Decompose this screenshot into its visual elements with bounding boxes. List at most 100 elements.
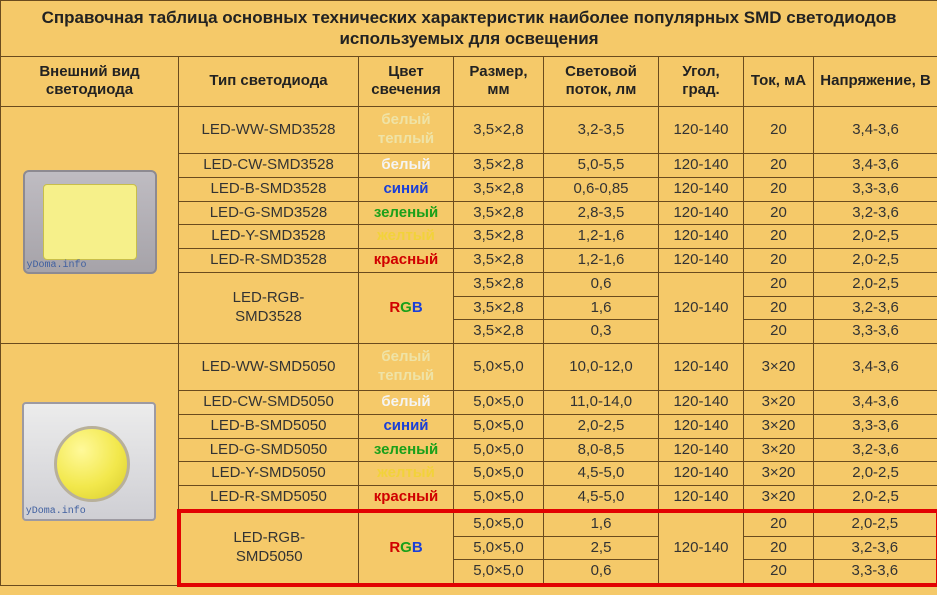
angle-cell: 120-140 bbox=[659, 414, 744, 438]
col-flux: Световой поток, лм bbox=[544, 56, 659, 107]
flux-cell: 2,8-3,5 bbox=[544, 201, 659, 225]
size-cell: 3,5×2,8 bbox=[454, 225, 544, 249]
ma-cell: 20 bbox=[744, 107, 814, 154]
type-cell: LED-RGB-SMD5050 bbox=[179, 511, 359, 585]
v-cell: 2,0-2,5 bbox=[814, 249, 937, 273]
angle-cell: 120-140 bbox=[659, 462, 744, 486]
angle-cell: 120-140 bbox=[659, 344, 744, 391]
ma-cell: 20 bbox=[744, 296, 814, 320]
angle-cell: 120-140 bbox=[659, 486, 744, 511]
v-cell: 3,4-3,6 bbox=[814, 391, 937, 415]
type-cell: LED-Y-SMD5050 bbox=[179, 462, 359, 486]
table-row: yDoma.infoLED-WW-SMD5050белыйтеплый5,0×5… bbox=[1, 344, 937, 391]
flux-cell: 0,6 bbox=[544, 272, 659, 296]
type-cell: LED-G-SMD5050 bbox=[179, 438, 359, 462]
title-line1: Справочная таблица основных технических … bbox=[42, 8, 897, 27]
v-cell: 3,4-3,6 bbox=[814, 344, 937, 391]
v-cell: 3,2-3,6 bbox=[814, 296, 937, 320]
v-cell: 3,3-3,6 bbox=[814, 560, 937, 585]
ma-cell: 3×20 bbox=[744, 486, 814, 511]
v-cell: 3,2-3,6 bbox=[814, 438, 937, 462]
color-cell: синий bbox=[359, 177, 454, 201]
angle-cell: 120-140 bbox=[659, 201, 744, 225]
col-image: Внешний вид светодиода bbox=[1, 56, 179, 107]
flux-cell: 1,2-1,6 bbox=[544, 225, 659, 249]
flux-cell: 0,6-0,85 bbox=[544, 177, 659, 201]
v-cell: 2,0-2,5 bbox=[814, 462, 937, 486]
watermark: yDoma.info bbox=[27, 260, 87, 273]
angle-cell: 120-140 bbox=[659, 438, 744, 462]
ma-cell: 3×20 bbox=[744, 391, 814, 415]
ma-cell: 3×20 bbox=[744, 438, 814, 462]
size-cell: 3,5×2,8 bbox=[454, 154, 544, 178]
angle-cell: 120-140 bbox=[659, 511, 744, 585]
flux-cell: 4,5-5,0 bbox=[544, 462, 659, 486]
flux-cell: 10,0-12,0 bbox=[544, 344, 659, 391]
v-cell: 2,0-2,5 bbox=[814, 511, 937, 536]
flux-cell: 0,3 bbox=[544, 320, 659, 344]
size-cell: 3,5×2,8 bbox=[454, 249, 544, 273]
type-cell: LED-R-SMD5050 bbox=[179, 486, 359, 511]
flux-cell: 1,6 bbox=[544, 511, 659, 536]
flux-cell: 3,2-3,5 bbox=[544, 107, 659, 154]
color-cell: зеленый bbox=[359, 201, 454, 225]
v-cell: 3,4-3,6 bbox=[814, 107, 937, 154]
flux-cell: 2,0-2,5 bbox=[544, 414, 659, 438]
title-line2: используемых для освещения bbox=[339, 29, 598, 48]
v-cell: 3,4-3,6 bbox=[814, 154, 937, 178]
col-v: Напряжение, В bbox=[814, 56, 937, 107]
ma-cell: 20 bbox=[744, 177, 814, 201]
led-image-cell: yDoma.info bbox=[1, 107, 179, 344]
color-cell: красный bbox=[359, 249, 454, 273]
ma-cell: 20 bbox=[744, 154, 814, 178]
type-cell: LED-R-SMD3528 bbox=[179, 249, 359, 273]
ma-cell: 20 bbox=[744, 511, 814, 536]
flux-cell: 1,2-1,6 bbox=[544, 249, 659, 273]
ma-cell: 20 bbox=[744, 320, 814, 344]
v-cell: 2,0-2,5 bbox=[814, 225, 937, 249]
ma-cell: 20 bbox=[744, 536, 814, 560]
ma-cell: 20 bbox=[744, 272, 814, 296]
ma-cell: 20 bbox=[744, 249, 814, 273]
led-spec-table: Справочная таблица основных технических … bbox=[0, 0, 937, 587]
col-type: Тип светодиода bbox=[179, 56, 359, 107]
v-cell: 3,3-3,6 bbox=[814, 414, 937, 438]
v-cell: 3,3-3,6 bbox=[814, 320, 937, 344]
angle-cell: 120-140 bbox=[659, 272, 744, 343]
size-cell: 3,5×2,8 bbox=[454, 201, 544, 225]
col-size: Размер, мм bbox=[454, 56, 544, 107]
table-title: Справочная таблица основных технических … bbox=[1, 1, 937, 57]
flux-cell: 8,0-8,5 bbox=[544, 438, 659, 462]
size-cell: 5,0×5,0 bbox=[454, 462, 544, 486]
type-cell: LED-Y-SMD3528 bbox=[179, 225, 359, 249]
color-cell: синий bbox=[359, 414, 454, 438]
v-cell: 3,3-3,6 bbox=[814, 177, 937, 201]
angle-cell: 120-140 bbox=[659, 107, 744, 154]
angle-cell: 120-140 bbox=[659, 177, 744, 201]
color-cell: красный bbox=[359, 486, 454, 511]
size-cell: 5,0×5,0 bbox=[454, 391, 544, 415]
type-cell: LED-B-SMD5050 bbox=[179, 414, 359, 438]
ma-cell: 20 bbox=[744, 225, 814, 249]
ma-cell: 3×20 bbox=[744, 462, 814, 486]
color-cell: RGB bbox=[359, 511, 454, 585]
flux-cell: 5,0-5,5 bbox=[544, 154, 659, 178]
size-cell: 5,0×5,0 bbox=[454, 511, 544, 536]
color-cell: белый bbox=[359, 154, 454, 178]
led-3528-icon bbox=[23, 170, 157, 274]
led-image-cell: yDoma.info bbox=[1, 344, 179, 586]
angle-cell: 120-140 bbox=[659, 249, 744, 273]
v-cell: 3,2-3,6 bbox=[814, 201, 937, 225]
type-cell: LED-WW-SMD5050 bbox=[179, 344, 359, 391]
color-cell: белый bbox=[359, 391, 454, 415]
table-row: yDoma.infoLED-WW-SMD3528белыйтеплый3,5×2… bbox=[1, 107, 937, 154]
type-cell: LED-CW-SMD3528 bbox=[179, 154, 359, 178]
size-cell: 3,5×2,8 bbox=[454, 177, 544, 201]
angle-cell: 120-140 bbox=[659, 225, 744, 249]
ma-cell: 3×20 bbox=[744, 344, 814, 391]
flux-cell: 2,5 bbox=[544, 536, 659, 560]
ma-cell: 20 bbox=[744, 201, 814, 225]
size-cell: 5,0×5,0 bbox=[454, 486, 544, 511]
type-cell: LED-G-SMD3528 bbox=[179, 201, 359, 225]
color-cell: RGB bbox=[359, 272, 454, 343]
